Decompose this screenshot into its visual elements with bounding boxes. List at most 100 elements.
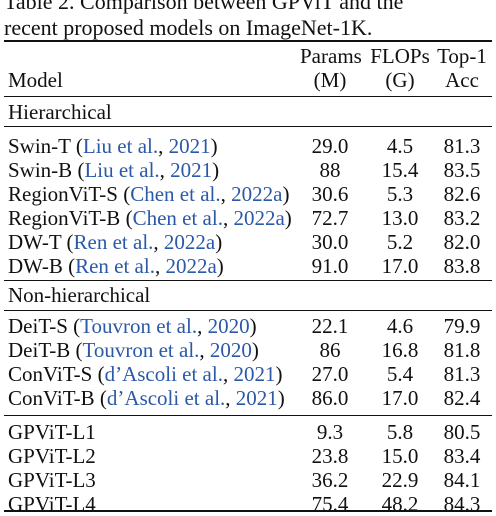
citation-link[interactable]: Chen et al. — [132, 206, 223, 230]
table-row: GPViT-L3 36.2 22.9 84.1 — [0, 468, 496, 492]
model-cell: Swin-T (Liu et al., 2021) — [8, 134, 218, 158]
table-row: RegionViT-B (Chen et al., 2022a) 72.7 13… — [0, 206, 496, 230]
citation-link[interactable]: d’Ascoli et al. — [104, 362, 223, 386]
cite-close: ) — [275, 362, 283, 386]
citation-link[interactable]: Chen et al. — [130, 182, 221, 206]
section-label: Hierarchical — [8, 100, 112, 124]
model-name: GPViT-L2 — [8, 444, 96, 468]
citation-year-link[interactable]: 2020 — [207, 314, 250, 338]
cite-sep: , — [158, 134, 169, 158]
header-rule — [4, 96, 492, 97]
citation-year-link[interactable]: 2022a — [163, 230, 216, 254]
cite-sep: , — [159, 158, 171, 182]
model-name: Swin-B — [8, 158, 73, 182]
header-row-2: Model (M) (G) Acc — [0, 68, 496, 92]
citation-link[interactable]: Liu et al. — [84, 158, 160, 182]
cite-close: ) — [249, 314, 257, 338]
model-cell: DeiT-B (Touvron et al., 2020) — [8, 338, 259, 362]
model-cell: ConViT-B (d’Ascoli et al., 2021) — [8, 386, 285, 410]
acc-cell: 82.6 — [443, 182, 481, 206]
model-name: GPViT-L4 — [8, 492, 96, 516]
cite-open: ( — [92, 362, 105, 386]
bottom-rule — [4, 510, 492, 512]
citation-link[interactable]: Touvron et al. — [80, 314, 198, 338]
flops-cell: 4.5 — [386, 134, 414, 158]
flops-cell: 4.6 — [386, 314, 414, 338]
params-cell: 22.1 — [311, 314, 349, 338]
citation-link[interactable]: Ren et al. — [75, 254, 155, 278]
table-row: DeiT-B (Touvron et al., 2020) 86 16.8 81… — [0, 338, 496, 362]
cite-sep: , — [199, 338, 210, 362]
citation-year-link[interactable]: 2021 — [168, 134, 211, 158]
cite-close: ) — [277, 386, 285, 410]
params-cell: 9.3 — [316, 420, 344, 444]
citation-year-link[interactable]: 2022a — [233, 206, 285, 230]
section-label-row: Hierarchical — [0, 100, 496, 124]
model-cell: RegionViT-B (Chen et al., 2022a) — [8, 206, 292, 230]
model-name: ConViT-S — [8, 362, 93, 386]
header-acc: Top-1 — [437, 44, 487, 68]
citation-year-link[interactable]: 2021 — [170, 158, 213, 182]
cite-close: ) — [216, 254, 224, 278]
flops-cell: 16.8 — [381, 338, 419, 362]
section-divider — [4, 280, 492, 281]
citation-link[interactable]: Ren et al. — [73, 230, 154, 254]
model-name: DeiT-B — [8, 338, 71, 362]
params-cell: 88 — [319, 158, 341, 182]
model-name: DW-T — [8, 230, 62, 254]
section-rule — [4, 126, 492, 127]
acc-cell: 83.2 — [443, 206, 481, 230]
flops-cell: 48.2 — [381, 492, 419, 516]
table-caption: Table 2. Comparison between GPViT and th… — [4, 0, 496, 41]
flops-cell: 15.4 — [381, 158, 419, 182]
cite-close: ) — [282, 182, 290, 206]
model-cell: DeiT-S (Touvron et al., 2020) — [8, 314, 257, 338]
flops-cell: 5.4 — [386, 362, 414, 386]
cite-open: ( — [61, 230, 74, 254]
citation-year-link[interactable]: 2022a — [165, 254, 217, 278]
params-cell: 86 — [319, 338, 341, 362]
header-row-1: Params FLOPs Top-1 — [0, 44, 496, 68]
citation-link[interactable]: Touvron et al. — [82, 338, 200, 362]
table-row: RegionViT-S (Chen et al., 2022a) 30.6 5.… — [0, 182, 496, 206]
flops-cell: 5.3 — [386, 182, 414, 206]
params-cell: 72.7 — [311, 206, 349, 230]
acc-cell: 82.4 — [443, 386, 481, 410]
header-flops: FLOPs — [370, 44, 430, 68]
citation-year-link[interactable]: 2021 — [233, 362, 276, 386]
flops-cell: 5.2 — [386, 230, 414, 254]
table-row: GPViT-L1 9.3 5.8 80.5 — [0, 420, 496, 444]
model-name: Swin-T — [8, 134, 71, 158]
acc-cell: 83.8 — [443, 254, 481, 278]
model-name: DeiT-S — [8, 314, 68, 338]
section-label-row: Non-hierarchical — [0, 283, 496, 307]
cite-open: ( — [94, 386, 107, 410]
cite-close: ) — [251, 338, 259, 362]
cite-close: ) — [210, 134, 218, 158]
table-row: ConViT-B (d’Ascoli et al., 2021) 86.0 17… — [0, 386, 496, 410]
cite-open: ( — [120, 206, 133, 230]
model-name: RegionViT-S — [8, 182, 118, 206]
citation-year-link[interactable]: 2020 — [209, 338, 252, 362]
model-name: GPViT-L1 — [8, 420, 96, 444]
acc-cell: 83.4 — [443, 444, 481, 468]
acc-cell: 81.3 — [443, 134, 481, 158]
acc-cell: 81.8 — [443, 338, 481, 362]
section-label: Non-hierarchical — [8, 283, 151, 307]
citation-link[interactable]: Liu et al. — [82, 134, 159, 158]
caption-line-2: recent proposed models on ImageNet-1K. — [4, 15, 373, 40]
params-cell: 36.2 — [311, 468, 349, 492]
citation-year-link[interactable]: 2021 — [235, 386, 278, 410]
model-name: DW-B — [8, 254, 63, 278]
model-name: ConViT-B — [8, 386, 95, 410]
cite-close: ) — [284, 206, 292, 230]
model-cell: DW-B (Ren et al., 2022a) — [8, 254, 224, 278]
acc-cell: 84.3 — [443, 492, 481, 516]
citation-year-link[interactable]: 2022a — [231, 182, 283, 206]
params-cell: 30.6 — [311, 182, 349, 206]
flops-cell: 13.0 — [381, 206, 419, 230]
model-cell: ConViT-S (d’Ascoli et al., 2021) — [8, 362, 282, 386]
cite-open: ( — [72, 158, 85, 182]
citation-link[interactable]: d’Ascoli et al. — [106, 386, 226, 410]
params-cell: 86.0 — [311, 386, 349, 410]
